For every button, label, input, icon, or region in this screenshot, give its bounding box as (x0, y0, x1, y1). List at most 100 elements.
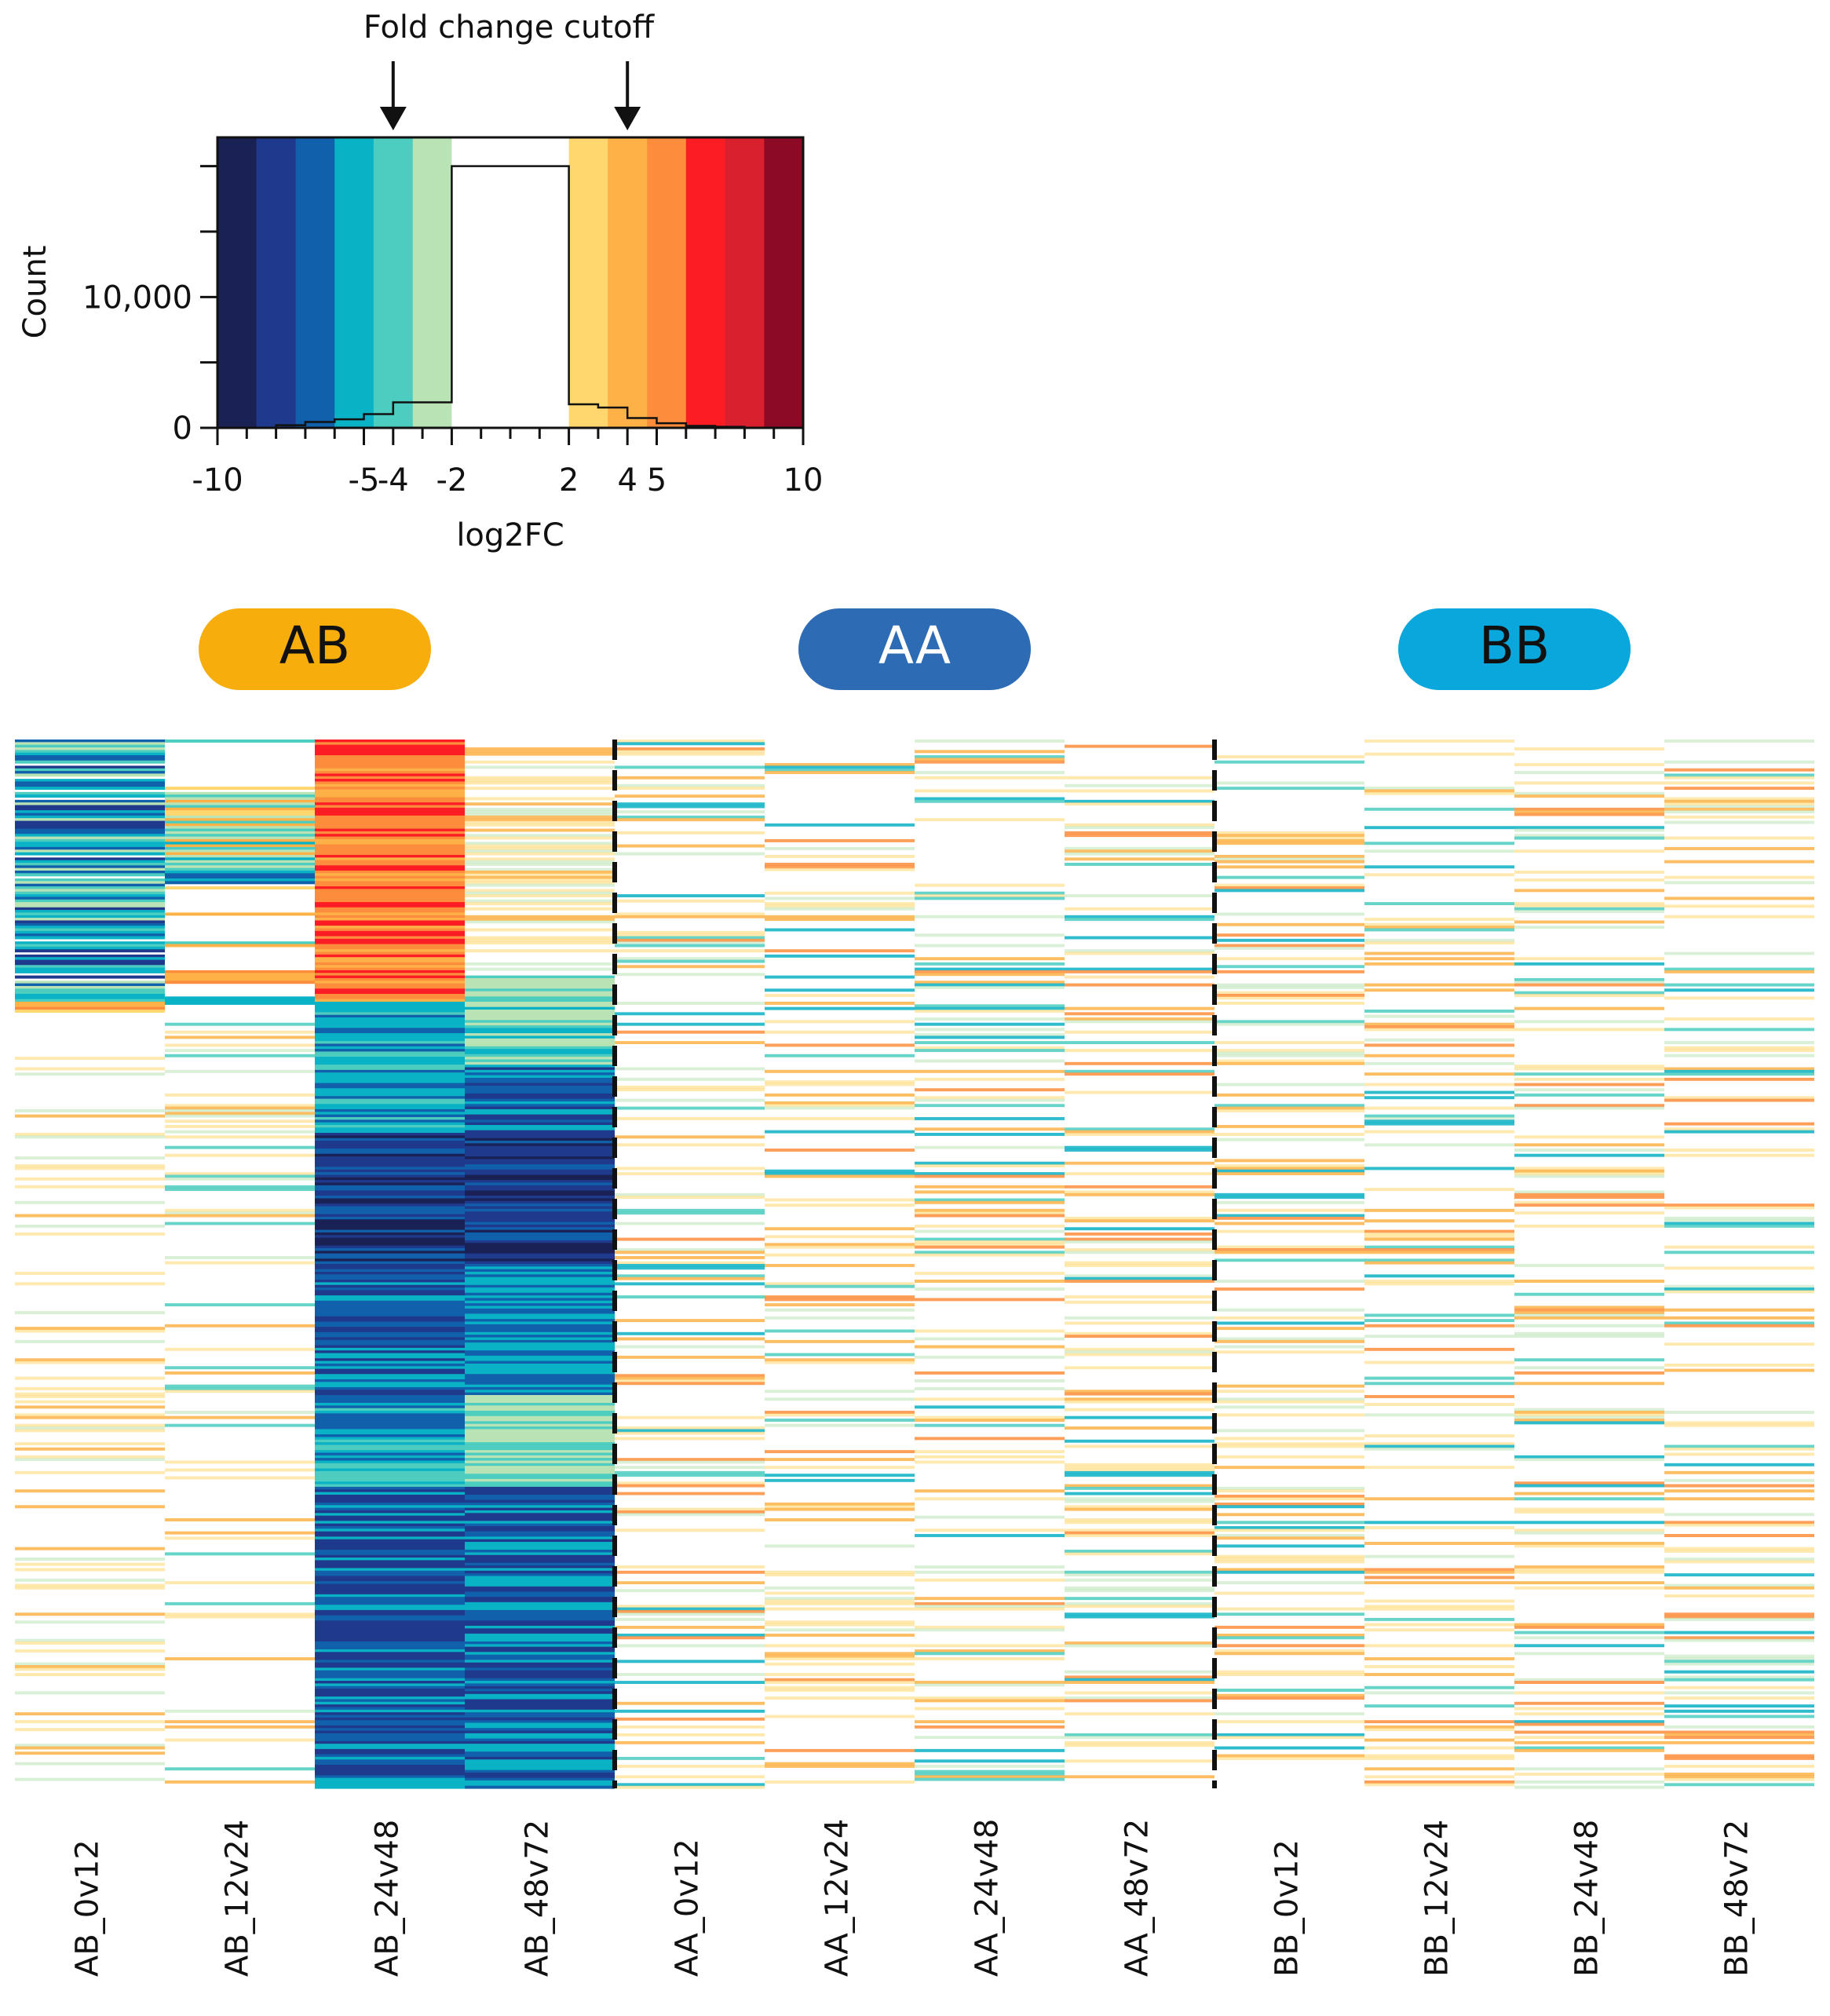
heatmap-cell (1364, 1319, 1514, 1323)
heatmap-cell (165, 1725, 315, 1729)
heatmap-cell (15, 936, 165, 940)
heatmap-cell (315, 1206, 465, 1210)
heatmap-cell (15, 981, 165, 984)
heatmap-cell (915, 776, 1065, 780)
heatmap-cell (315, 1247, 465, 1251)
heatmap-cell (465, 915, 615, 919)
heatmap-cell (1215, 1568, 1364, 1572)
heatmap-cell (465, 1119, 615, 1123)
heatmap-cell (15, 818, 165, 822)
heatmap-cell (315, 1744, 465, 1748)
heatmap-cell (1664, 1638, 1814, 1642)
heatmap-cell (765, 771, 915, 775)
heatmap-cell (315, 1119, 465, 1123)
heatmap-cell (465, 1486, 615, 1490)
heatmap-cell (1215, 1633, 1364, 1637)
heatmap-cell (315, 1510, 465, 1514)
heatmap-cell (915, 957, 1065, 961)
heatmap-cell (765, 1006, 915, 1010)
heatmap-cell (1514, 871, 1664, 874)
heatmap-cell (315, 1358, 465, 1362)
heatmap-cell (1664, 1072, 1814, 1076)
heatmap-cell (465, 883, 615, 887)
heatmap-cell (315, 1738, 465, 1742)
heatmap-cell (315, 1486, 465, 1490)
heatmap-cell (1364, 1542, 1514, 1545)
heatmap-cell (465, 1061, 615, 1065)
heatmap-cell (1664, 1497, 1814, 1501)
heatmap-cell (465, 1397, 615, 1401)
heatmap-cell (315, 1521, 465, 1525)
heatmap-cell (15, 765, 165, 769)
heatmap-cell (465, 1386, 615, 1390)
heatmap-cell (1215, 755, 1364, 758)
heatmap-cell (1664, 1411, 1814, 1414)
heatmap-cell (1215, 865, 1364, 869)
heatmap-cell (1215, 1746, 1364, 1750)
heatmap-cell (15, 807, 165, 811)
heatmap-cell (315, 1507, 465, 1511)
heatmap-cell (1514, 1681, 1664, 1684)
heatmap-cell (315, 920, 465, 924)
heatmap-cell (915, 1096, 1065, 1100)
heatmap-cell (1065, 1149, 1215, 1152)
heatmap-cell (315, 1476, 465, 1480)
heatmap-cell (1514, 1093, 1664, 1097)
heatmap-cell (315, 1526, 465, 1529)
x-tick-label: 10 (784, 462, 824, 499)
heatmap-cell (1664, 1583, 1814, 1587)
heatmap-cell (165, 1536, 315, 1540)
heatmap-cell (1215, 1327, 1364, 1331)
heatmap-cell (315, 1188, 465, 1192)
heatmap-cell (1664, 740, 1814, 743)
heatmap-cell (315, 981, 465, 984)
heatmap-cell (915, 1006, 1065, 1010)
heatmap-cell (315, 813, 465, 816)
heatmap-cell (15, 988, 165, 992)
heatmap-cell (1514, 1730, 1664, 1734)
heatmap-cell (465, 1159, 615, 1163)
heatmap-cell (765, 1054, 915, 1057)
heatmap-cell (1514, 1785, 1664, 1789)
heatmap-cell (765, 1620, 915, 1624)
heatmap-cell (1514, 977, 1664, 981)
heatmap-cell (465, 1374, 615, 1378)
heatmap-cell (915, 760, 1065, 764)
heatmap-cell (465, 1311, 615, 1315)
heatmap-cell (465, 1578, 615, 1582)
heatmap-cell (315, 1746, 465, 1750)
heatmap-cell (1215, 883, 1364, 887)
heatmap-cell (465, 1101, 615, 1105)
heatmap-cell (315, 1251, 465, 1255)
heatmap-cell (165, 867, 315, 871)
heatmap-cell (1514, 1707, 1664, 1711)
heatmap-cell (915, 755, 1065, 758)
heatmap-cell (465, 1085, 615, 1089)
group-separators (612, 740, 1217, 1788)
heatmap-cell (315, 1329, 465, 1333)
heatmap-cell (15, 1691, 165, 1695)
heatmap-cell (465, 1570, 615, 1574)
heatmap-cell (15, 1447, 165, 1451)
heatmap-cell (465, 787, 615, 791)
color-band (256, 137, 297, 428)
heatmap-cell (1215, 1169, 1364, 1173)
heatmap-cell (1664, 1617, 1814, 1621)
heatmap-cell (315, 1654, 465, 1658)
heatmap-cell (465, 1335, 615, 1339)
heatmap-cell (165, 970, 315, 973)
heatmap-cell (615, 1282, 765, 1286)
heatmap-cell (465, 875, 615, 879)
heatmap-cell (615, 1437, 765, 1441)
heatmap-cell (765, 1599, 915, 1603)
heatmap-cell (1364, 1072, 1514, 1076)
heatmap-cell (315, 1434, 465, 1438)
heatmap-cell (315, 1633, 465, 1637)
heatmap-cell (915, 1174, 1065, 1178)
heatmap-cell (465, 818, 615, 822)
heatmap-cell (1065, 970, 1215, 973)
heatmap-cell (915, 1272, 1065, 1275)
heatmap-cell (1215, 983, 1364, 987)
heatmap-cell (915, 1253, 1065, 1257)
heatmap-cell (315, 1386, 465, 1390)
